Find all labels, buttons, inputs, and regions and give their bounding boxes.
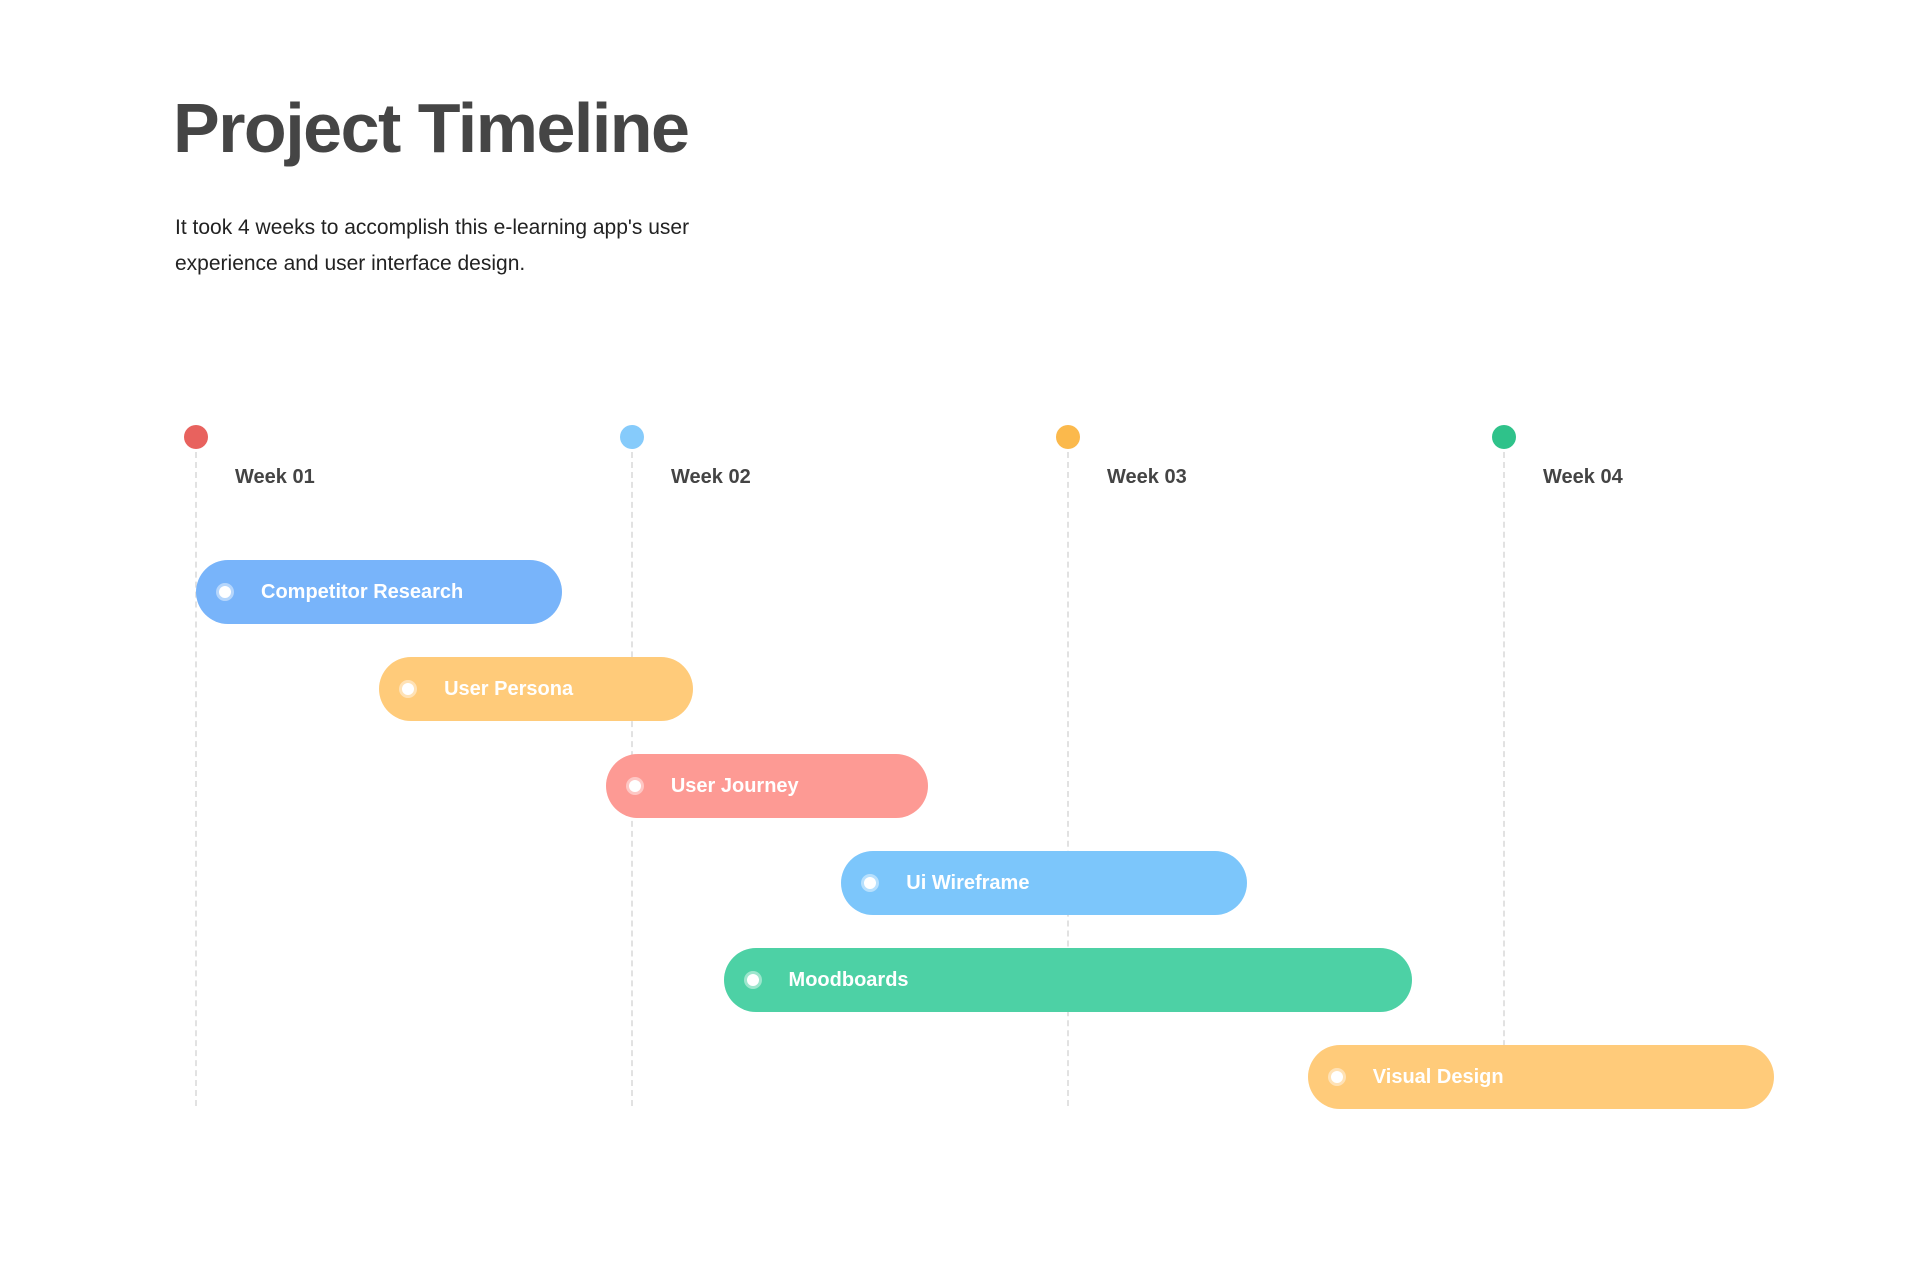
radio-dot-icon bbox=[1330, 1071, 1343, 1083]
week-01-label: Week 01 bbox=[235, 466, 315, 488]
page-subtitle: It took 4 weeks to accomplish this e-lea… bbox=[175, 216, 690, 275]
radio-dot-icon bbox=[402, 683, 415, 695]
radio-dot-icon bbox=[746, 974, 759, 986]
week-03-marker bbox=[1056, 425, 1080, 449]
task-label: User Journey bbox=[670, 774, 799, 797]
week-04-label: Week 04 bbox=[1543, 466, 1623, 488]
task-bar-ui-wireframe: Ui Wireframe bbox=[841, 851, 1247, 915]
week-02-marker bbox=[620, 425, 644, 449]
task-label: Competitor Research bbox=[261, 580, 464, 603]
task-bar-moodboards: Moodboards bbox=[723, 948, 1413, 1012]
task-bar-user-persona: User Persona bbox=[379, 657, 694, 721]
week-04-marker bbox=[1492, 425, 1516, 449]
radio-dot-icon bbox=[219, 586, 231, 598]
page-title: Project Timeline bbox=[173, 89, 690, 167]
week-01-gridline bbox=[195, 452, 197, 1106]
week-03-label: Week 03 bbox=[1107, 466, 1187, 488]
task-label: User Persona bbox=[444, 677, 574, 700]
radio-dot-icon bbox=[864, 877, 877, 889]
task-label: Moodboards bbox=[788, 968, 909, 991]
week-02-label: Week 02 bbox=[671, 466, 751, 488]
task-label: Ui Wireframe bbox=[906, 871, 1030, 894]
week-01-marker bbox=[184, 425, 208, 449]
task-bar-visual-design: Visual Design bbox=[1307, 1045, 1775, 1109]
task-bar-user-journey: User Journey bbox=[605, 754, 929, 818]
radio-dot-icon bbox=[628, 780, 641, 792]
week-03-gridline bbox=[1067, 452, 1069, 1106]
task-label: Visual Design bbox=[1372, 1065, 1504, 1088]
week-04-gridline bbox=[1503, 452, 1505, 1106]
task-bar-competitor-research: Competitor Research bbox=[196, 560, 563, 624]
